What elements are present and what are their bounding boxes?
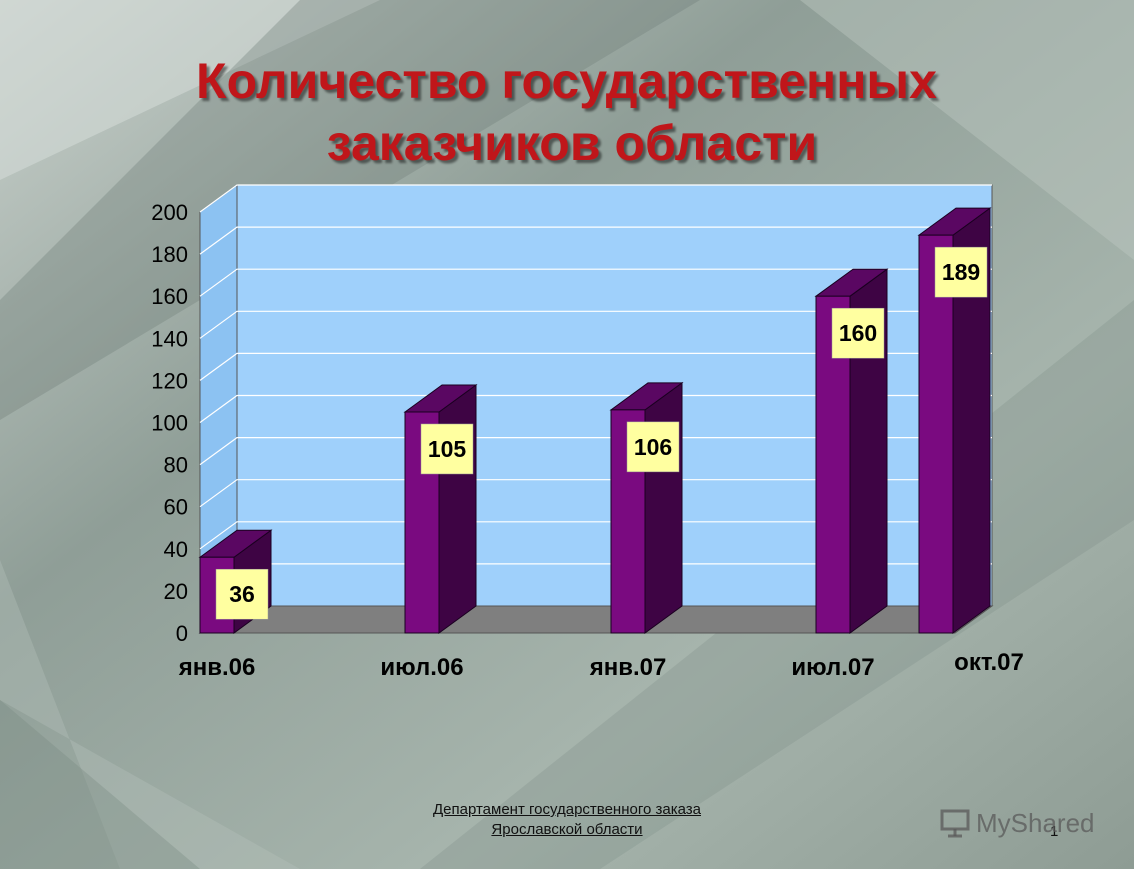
data-label: 189 [942,259,980,285]
x-tick-label: июл.06 [380,654,463,681]
y-tick-label: 160 [151,284,188,309]
gridline [199,352,992,381]
data-label-box [626,421,680,473]
y-tick-label: 180 [151,242,188,267]
gridline [199,226,992,255]
title-line-1: Количество государственных [196,53,937,109]
page-number: 1 [1050,823,1059,840]
footer-line-1: Департамент государственного заказа [432,801,701,818]
gridline [199,310,992,339]
y-tick-label: 200 [151,200,188,225]
data-label: 36 [229,581,255,607]
data-label-box [831,307,885,359]
gridline [199,437,992,466]
x-tick-label: янв.06 [178,654,256,681]
footer-line-2: Ярославской области [491,821,643,838]
gridline [199,268,992,297]
bar-front [918,234,954,634]
x-tick-label: окт.07 [954,649,1024,676]
y-tick-label: 40 [164,537,188,562]
bar-side [438,383,477,634]
y-tick-label: 60 [164,495,188,520]
data-label: 105 [428,436,467,462]
x-tick-label: янв.07 [589,654,667,681]
x-axis-ticks: янв.06 июл.06 янв.07 июл.07 окт.07 [178,649,1024,681]
bar-side [644,381,683,634]
title-line-2: заказчиков области [326,115,818,171]
data-label: 160 [839,320,877,346]
chart-gridlines [199,184,992,592]
y-tick-label: 80 [164,453,188,478]
bar-2: 105 [403,383,478,634]
gridline [199,394,992,423]
y-tick-label: 20 [164,579,188,604]
chart-bars: 36 105 106 160 189 [198,207,992,634]
y-tick-label: 100 [151,411,188,436]
y-axis-ticks: 0 20 40 60 80 100 120 140 160 180 200 [151,200,188,646]
presentation-board-icon [940,809,970,838]
data-label-box [420,423,474,475]
data-label-box [934,246,988,298]
x-tick-label: июл.07 [791,654,874,681]
bar-4: 160 [814,268,889,634]
bar-5: 189 [917,207,992,634]
data-label: 106 [634,434,672,460]
y-tick-label: 140 [151,326,188,351]
y-tick-label: 0 [176,621,188,646]
bar-1: 36 [198,529,273,634]
gridline [199,184,992,213]
slide-title: Количество государственных заказчиков об… [0,50,1134,174]
y-tick-label: 120 [151,368,188,393]
bar-3: 106 [609,381,684,634]
data-label-box [215,568,269,620]
gridline [199,479,992,508]
watermark-logo: MyShared [940,806,1095,840]
watermark-text: MyShared [976,807,1095,838]
gridline [199,521,992,550]
slide-footer: Департамент государственного заказа Ярос… [317,800,817,840]
